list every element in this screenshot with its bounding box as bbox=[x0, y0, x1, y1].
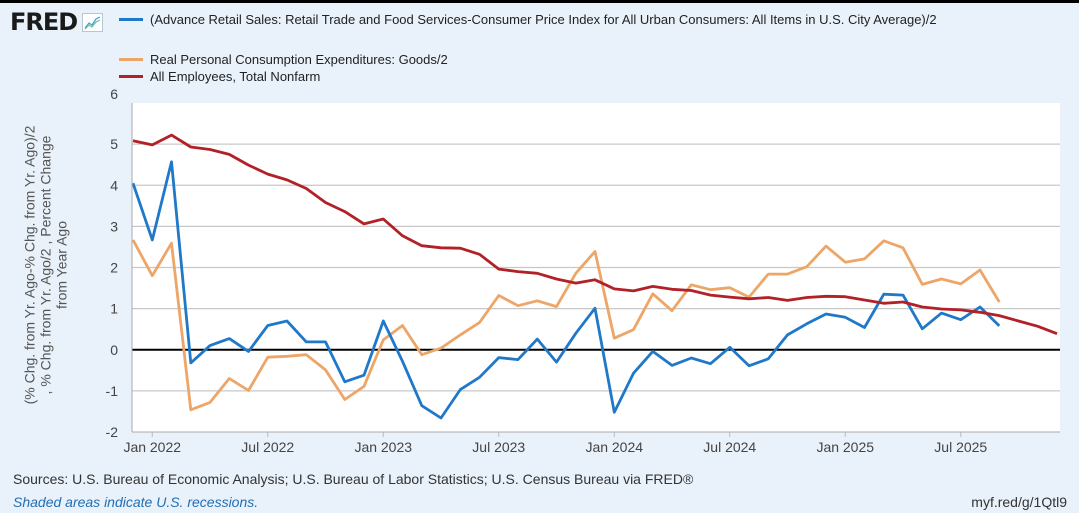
y-tick-label: 2 bbox=[110, 260, 118, 276]
x-tick-label: Jul 2023 bbox=[472, 439, 525, 455]
sources-note: Sources: U.S. Bureau of Economic Analysi… bbox=[13, 471, 694, 487]
x-tick-label: Jul 2022 bbox=[241, 439, 294, 455]
y-tick-label: 3 bbox=[110, 218, 118, 234]
x-tick-label: Jan 2024 bbox=[585, 439, 643, 455]
y-tick-label: 0 bbox=[110, 342, 118, 358]
x-tick-label: Jan 2025 bbox=[816, 439, 874, 455]
y-tick-label: -1 bbox=[106, 383, 119, 399]
legend-label: Real Personal Consumption Expenditures: … bbox=[150, 52, 448, 67]
x-tick-label: Jul 2024 bbox=[703, 439, 756, 455]
recessions-note: Shaded areas indicate U.S. recessions. bbox=[13, 494, 259, 510]
legend-swatch-blue bbox=[119, 18, 143, 21]
x-tick-label: Jul 2025 bbox=[934, 439, 987, 455]
legend-swatch-red bbox=[119, 75, 143, 78]
legend-label: All Employees, Total Nonfarm bbox=[150, 69, 321, 84]
y-tick-label: 6 bbox=[110, 86, 118, 102]
fred-logo[interactable]: FRED bbox=[10, 8, 104, 36]
legend-item-nonfarm[interactable]: All Employees, Total Nonfarm bbox=[119, 69, 320, 84]
top-border bbox=[0, 0, 1079, 3]
x-tick-label: Jan 2022 bbox=[123, 439, 181, 455]
legend-item-pce-goods[interactable]: Real Personal Consumption Expenditures: … bbox=[119, 52, 448, 67]
x-tick-label: Jan 2023 bbox=[354, 439, 412, 455]
line-chart-icon bbox=[82, 12, 104, 32]
y-tick-label: -2 bbox=[106, 424, 119, 440]
legend-swatch-orange bbox=[119, 58, 143, 61]
legend-label: (Advance Retail Sales: Retail Trade and … bbox=[150, 12, 937, 27]
fred-logo-text: FRED bbox=[10, 8, 78, 36]
short-url-link[interactable]: myf.red/g/1Qtl9 bbox=[971, 494, 1067, 510]
y-tick-label: 1 bbox=[110, 301, 118, 317]
y-tick-label: 4 bbox=[110, 177, 118, 193]
series-pce-goods-line bbox=[132, 239, 1001, 412]
legend-item-retail-sales[interactable]: (Advance Retail Sales: Retail Trade and … bbox=[119, 12, 937, 27]
y-tick-label: 5 bbox=[110, 136, 118, 152]
series-retail-sales-line bbox=[132, 160, 1001, 420]
